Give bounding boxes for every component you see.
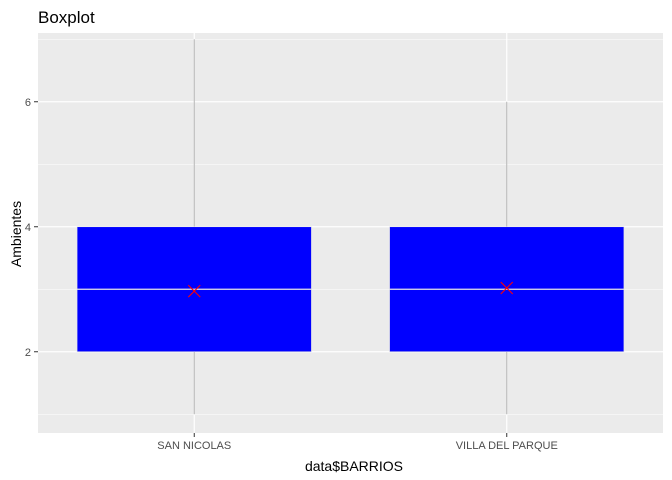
y-tick-label: 2 xyxy=(25,347,31,359)
x-axis-ticks: SAN NICOLAS VILLA DEL PARQUE xyxy=(157,433,558,452)
chart-title: Boxplot xyxy=(38,8,95,27)
y-axis-ticks: 2 4 6 xyxy=(25,97,38,359)
y-tick-label: 4 xyxy=(25,222,31,234)
mean-marker-stroke xyxy=(500,281,514,295)
mean-marker xyxy=(500,281,514,295)
box-san-nicolas xyxy=(76,39,312,415)
y-axis-title: Ambientes xyxy=(8,201,24,267)
box-villa-del-parque xyxy=(389,101,625,415)
x-tick-label: VILLA DEL PARQUE xyxy=(456,440,558,452)
mean-marker xyxy=(187,284,201,298)
x-axis-title: data$BARRIOS xyxy=(305,458,403,474)
x-tick-label: SAN NICOLAS xyxy=(157,440,231,452)
y-tick-label: 6 xyxy=(25,97,31,109)
mean-marker-stroke xyxy=(187,284,201,298)
boxes-layer xyxy=(76,39,625,415)
